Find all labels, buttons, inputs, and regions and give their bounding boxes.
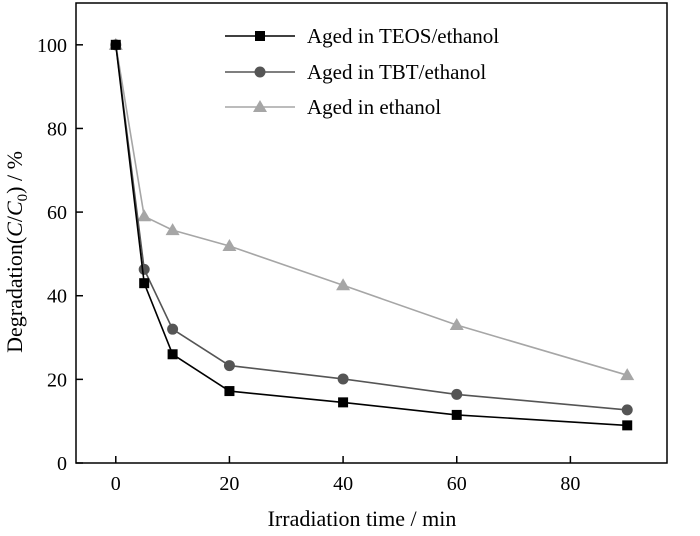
y-tick-label: 100 [37, 35, 67, 57]
legend-marker [253, 100, 267, 112]
x-tick-label: 80 [560, 473, 580, 495]
triangle-point [620, 368, 635, 381]
triangle-series [108, 37, 635, 381]
circle-point [138, 263, 150, 275]
y-tick-label: 40 [47, 286, 67, 308]
series-group [108, 37, 635, 431]
y-label-c0: C [2, 201, 27, 216]
square-point [224, 386, 235, 397]
circle-point [337, 373, 349, 385]
triangle-point [137, 209, 152, 222]
plot-frame [75, 2, 668, 464]
square-series [110, 39, 633, 431]
y-label-suffix: ) / % [2, 151, 27, 194]
legend-marker [254, 66, 266, 78]
square-point [451, 409, 462, 420]
triangle-point [222, 238, 237, 251]
y-tick-label: 80 [47, 118, 67, 140]
legend-item: Aged in TBT/ethanol [225, 60, 486, 84]
x-tick-label: 0 [111, 473, 121, 495]
legend-item: Aged in ethanol [225, 95, 441, 119]
legend-item: Aged in TEOS/ethanol [225, 24, 499, 48]
y-tick-label: 20 [47, 369, 67, 391]
circle-point [223, 360, 235, 372]
circle-point [167, 323, 179, 335]
x-tick-label: 60 [447, 473, 467, 495]
square-point [139, 278, 150, 289]
y-label-prefix: Degradation( [2, 237, 27, 353]
x-tick-label: 40 [333, 473, 353, 495]
y-label-c: C [2, 222, 27, 237]
ticks-group: 0 20 40 60 80 0 20 40 60 80 100 [37, 35, 580, 495]
y-tick-label: 60 [47, 202, 67, 224]
triangle-point [165, 223, 180, 236]
plot-frame-group [75, 2, 668, 464]
square-point [167, 349, 178, 360]
triangle-point [449, 318, 464, 330]
circle-point [451, 388, 463, 400]
y-axis-label: Degradation(C/C0) / % [2, 151, 31, 353]
legend-label: Aged in TEOS/ethanol [307, 24, 499, 48]
legend: Aged in TEOS/ethanol Aged in TBT/ethanol A… [225, 24, 499, 119]
y-label-slash: / [2, 215, 27, 222]
y-tick-label: 0 [57, 453, 67, 475]
x-tick-label: 20 [219, 473, 239, 495]
square-point [338, 397, 349, 408]
legend-marker [255, 31, 265, 41]
x-axis-label: Irradiation time / min [268, 506, 457, 531]
y-label-subscript: 0 [15, 194, 31, 202]
triangle-point [336, 278, 351, 291]
legend-label: Aged in TBT/ethanol [307, 60, 486, 84]
circle-point [621, 404, 633, 416]
square-point [622, 420, 633, 431]
square-point [110, 39, 121, 50]
legend-label: Aged in ethanol [307, 95, 441, 119]
